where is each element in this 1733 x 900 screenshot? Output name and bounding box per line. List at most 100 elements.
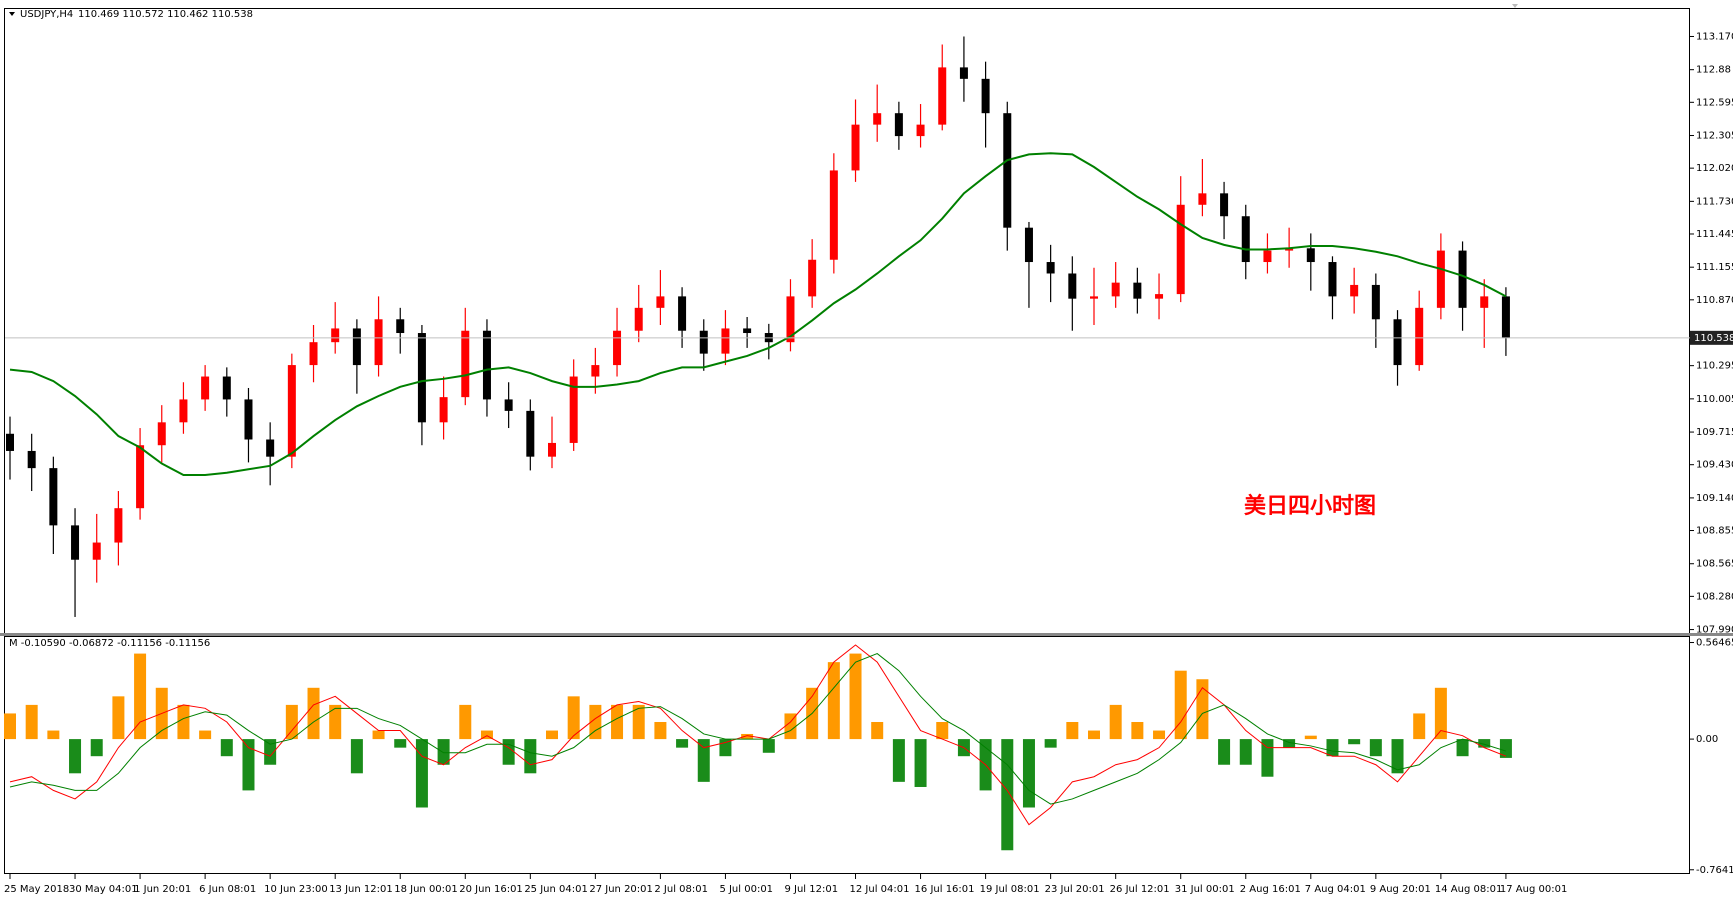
y-tick-label: 0.56465 <box>1696 638 1733 649</box>
histogram-bar <box>1174 670 1187 740</box>
histogram-bar <box>1283 739 1296 748</box>
histogram-bar <box>827 662 840 740</box>
menu-marker <box>9 12 15 16</box>
histogram-bar <box>415 739 428 808</box>
y-tick-label: 108.280 <box>1696 591 1733 602</box>
histogram-bar <box>242 739 255 791</box>
y-tick-label: 107.990 <box>1696 625 1733 636</box>
y-tick-label: 109.715 <box>1696 427 1733 438</box>
histogram-bar <box>892 739 905 782</box>
candle-body <box>1393 319 1402 366</box>
candle-body <box>1501 296 1510 338</box>
histogram-bar <box>372 730 385 740</box>
x-tick-label: 17 Aug 00:01 <box>1500 884 1567 895</box>
candle-body <box>114 508 123 543</box>
candle-body <box>548 442 556 457</box>
candle-body <box>92 542 101 560</box>
candle-body <box>1155 294 1164 299</box>
histogram-bar <box>1326 739 1339 757</box>
candle-body <box>808 259 817 297</box>
y-tick-label: 110.005 <box>1696 394 1733 405</box>
candle-body <box>1241 216 1250 263</box>
candle-body <box>1436 250 1445 308</box>
candle-body <box>352 328 361 366</box>
x-tick-label: 25 Jun 04:01 <box>524 884 588 895</box>
histogram-bar <box>936 721 949 740</box>
candle-body <box>1133 282 1142 299</box>
price-header: 110.469 110.572 110.462 110.538 <box>78 9 253 20</box>
macd-line <box>9 644 1507 826</box>
candle-body <box>678 296 687 331</box>
histogram-bar <box>1218 739 1231 765</box>
candle-body <box>27 450 36 469</box>
candle-body <box>6 433 14 451</box>
candle-body <box>1220 193 1229 217</box>
x-tick-label: 30 May 04:01 <box>69 884 138 895</box>
x-tick-label: 10 Jun 23:00 <box>264 884 328 895</box>
histogram-bar <box>220 739 233 757</box>
candle-body <box>49 468 58 526</box>
histogram-bar <box>177 704 190 740</box>
candle-body <box>287 365 296 457</box>
histogram-bar <box>307 687 320 740</box>
histogram-bar <box>1022 739 1035 808</box>
candle-body <box>569 376 578 443</box>
y-tick-label: 110.870 <box>1696 295 1733 306</box>
histogram-bar <box>1261 739 1274 777</box>
candle-body <box>1111 282 1120 297</box>
histogram-bar <box>567 696 580 740</box>
y-tick-label: 110.295 <box>1696 361 1733 372</box>
candle-body <box>331 328 340 343</box>
candle-body <box>981 78 990 114</box>
candle-body <box>743 328 752 334</box>
histogram-bar <box>1044 739 1057 748</box>
histogram-bar <box>1499 739 1512 758</box>
histogram-bar <box>47 730 60 740</box>
x-tick-label: 19 Jul 08:01 <box>980 884 1040 895</box>
histogram-bar <box>264 739 277 765</box>
histogram-bar <box>329 704 342 740</box>
histogram-bar <box>1196 679 1209 740</box>
histogram-bar <box>90 739 103 757</box>
candle-body <box>461 330 470 398</box>
histogram-bar <box>502 739 515 765</box>
candle-body <box>959 67 968 79</box>
candle-body <box>786 296 795 343</box>
candle-body <box>1024 227 1033 263</box>
candle-body <box>1198 193 1207 205</box>
candle-body <box>1285 248 1294 251</box>
candle-body <box>157 422 166 446</box>
histogram-bar <box>1001 739 1014 851</box>
histogram-bar <box>1348 739 1361 745</box>
macd-panel <box>4 636 1690 874</box>
macd-line <box>9 653 1507 805</box>
histogram-bar <box>1391 739 1404 774</box>
histogram-bar <box>199 730 212 740</box>
histogram-bar <box>654 721 667 740</box>
histogram-bar <box>25 704 38 740</box>
histogram-bar <box>676 739 689 748</box>
x-tick-label: 27 Jun 20:01 <box>589 884 653 895</box>
candle-body <box>656 296 665 308</box>
histogram-bar <box>784 713 797 740</box>
candle-body <box>699 330 708 354</box>
candle-body <box>873 113 882 125</box>
histogram-bar <box>741 733 754 740</box>
x-tick-label: 13 Jun 12:01 <box>329 884 393 895</box>
x-tick-label: 26 Jul 12:01 <box>1110 884 1170 895</box>
y-tick-label: 109.430 <box>1696 460 1733 471</box>
y-tick-label: 111.445 <box>1696 229 1733 240</box>
histogram-bar <box>1304 735 1317 740</box>
candle-body <box>136 445 145 509</box>
y-tick-label: 108.565 <box>1696 559 1733 570</box>
candle-body <box>1371 284 1380 320</box>
x-tick-label: 31 Jul 00:01 <box>1175 884 1235 895</box>
histogram-bar <box>459 704 472 740</box>
y-tick-label: 112.595 <box>1696 97 1733 108</box>
candle-body <box>1415 307 1424 366</box>
histogram-bar <box>1131 721 1144 740</box>
symbol-title: USDJPY,H4 <box>20 9 73 20</box>
current-price-box <box>1690 330 1733 345</box>
histogram-bar <box>1413 713 1426 740</box>
y-tick-label: 112.305 <box>1696 131 1733 142</box>
